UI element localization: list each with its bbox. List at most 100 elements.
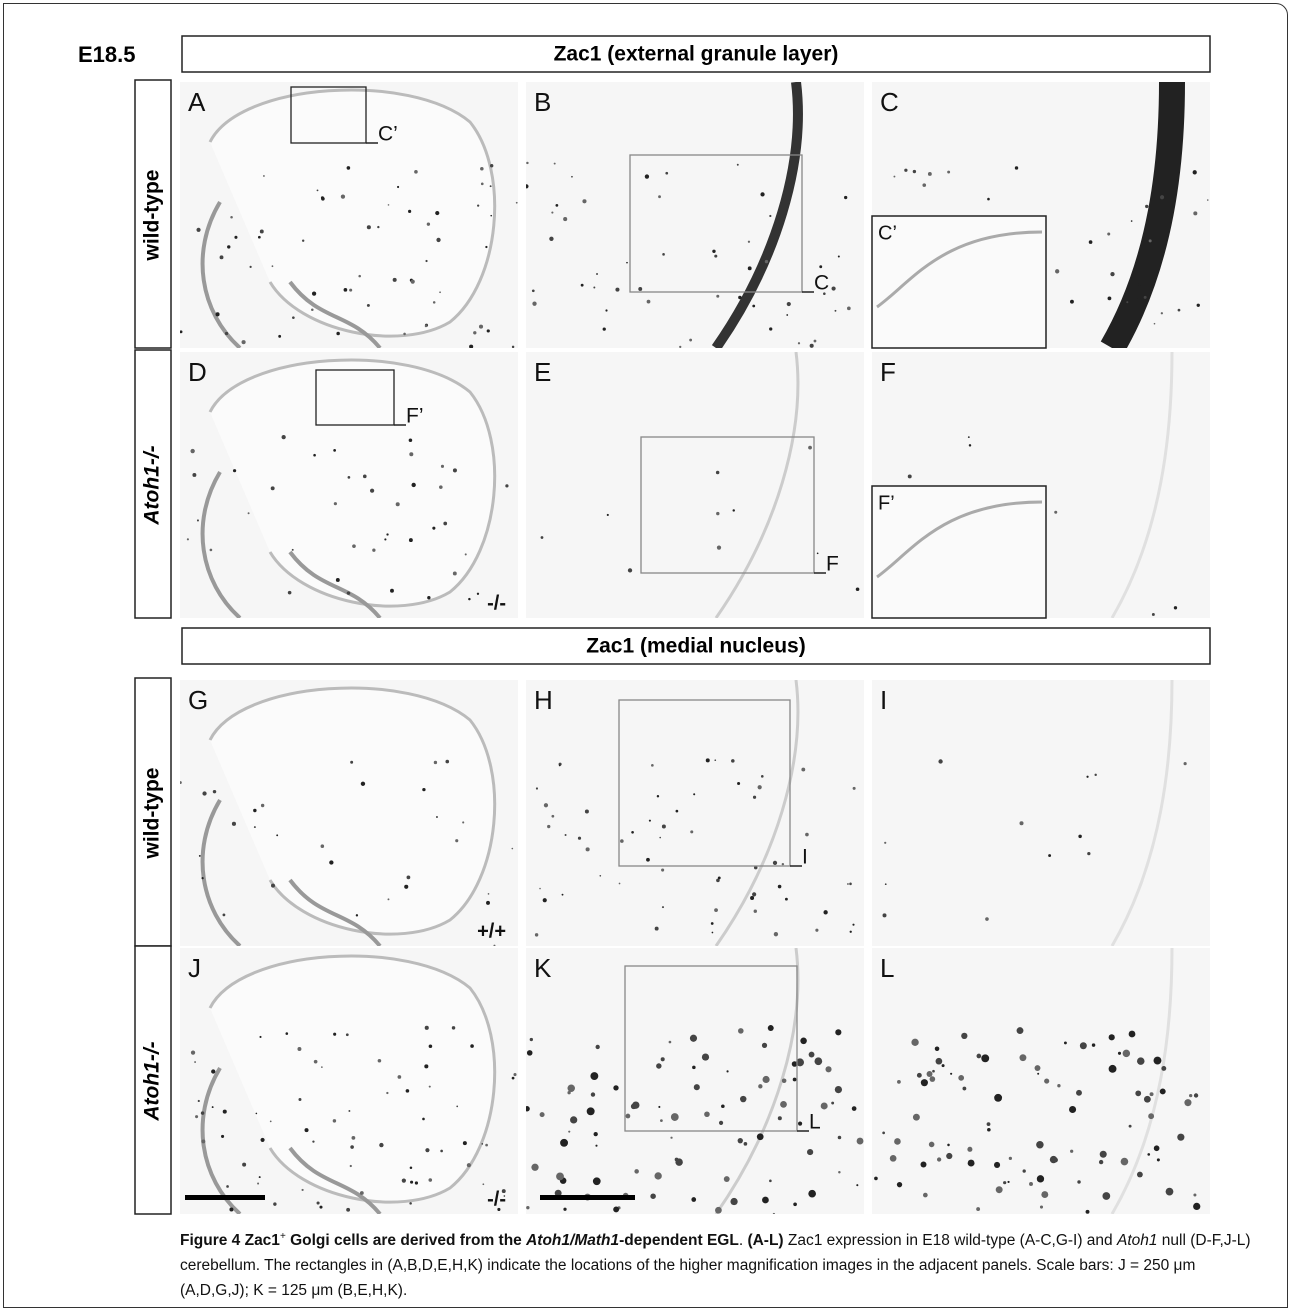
cell-dot <box>408 438 413 443</box>
cell-dot <box>462 1141 467 1146</box>
cell-dot <box>480 182 484 186</box>
cell-dot <box>1057 1084 1061 1088</box>
cell-dot <box>730 1197 738 1206</box>
panel-label: I <box>880 685 887 715</box>
cell-dot <box>593 286 596 289</box>
cell-dot <box>923 1192 928 1198</box>
cell-dot <box>501 1189 506 1194</box>
image-bg <box>872 948 1210 1214</box>
cell-dot <box>1153 322 1156 325</box>
cell-dot <box>968 444 972 447</box>
cell-dot <box>1099 1150 1107 1158</box>
cell-dot <box>934 1046 940 1052</box>
cell-dot <box>661 824 666 829</box>
cell-dot <box>285 1032 289 1035</box>
cell-dot <box>408 538 413 543</box>
cell-dot <box>814 1057 823 1066</box>
caption-run: . <box>738 1232 748 1249</box>
cell-dot <box>716 545 722 550</box>
cell-dot <box>586 1107 595 1116</box>
cell-dot <box>584 809 589 814</box>
cell-dot <box>215 312 220 317</box>
zoom-box <box>618 699 791 867</box>
cell-dot <box>526 161 529 165</box>
cell-dot <box>1036 1141 1044 1149</box>
cell-dot <box>409 452 414 457</box>
caption-run: + <box>279 1230 286 1242</box>
cell-dot <box>211 1106 214 1108</box>
cell-dot <box>387 898 390 901</box>
cell-dot <box>563 217 568 222</box>
cell-dot <box>605 309 608 312</box>
cell-dot <box>808 445 812 450</box>
cell-dot <box>932 1069 935 1073</box>
cell-dot <box>689 1034 698 1042</box>
cell-dot <box>1034 1065 1041 1072</box>
cell-dot <box>551 814 555 818</box>
cell-dot <box>196 519 199 522</box>
micrograph: EF <box>526 352 864 618</box>
cell-dot <box>1003 1181 1007 1185</box>
cell-dot <box>582 199 587 204</box>
cell-dot <box>856 1137 864 1145</box>
cell-dot <box>366 303 370 307</box>
caption: Figure 4 Zac1+ Golgi cells are derived f… <box>180 1228 1265 1303</box>
cell-dot <box>752 304 756 308</box>
cell-dot <box>468 597 471 601</box>
cell-dot <box>345 1033 349 1037</box>
stage-label: E18.5 <box>78 42 136 67</box>
cell-dot <box>590 1072 599 1080</box>
zoom-box <box>640 436 815 574</box>
cell-dot <box>469 344 474 348</box>
zoom-label: L <box>809 1111 821 1134</box>
cell-dot <box>539 887 541 890</box>
cell-dot <box>626 261 628 264</box>
zoom-box <box>629 154 803 293</box>
cell-dot <box>455 839 459 843</box>
cell-dot <box>650 1193 656 1199</box>
cell-dot <box>646 857 650 862</box>
cell-dot <box>716 511 720 516</box>
cell-dot <box>737 1138 743 1144</box>
cell-dot <box>360 781 366 786</box>
cell-dot <box>1085 1209 1090 1214</box>
cell-dot <box>981 1054 990 1063</box>
cell-dot <box>760 775 764 778</box>
cell-dot <box>1143 295 1147 299</box>
cell-dot <box>693 1084 700 1091</box>
cell-dot <box>670 1136 673 1139</box>
cell-dot <box>543 803 549 808</box>
cell-dot <box>1189 1093 1193 1098</box>
cell-dot <box>311 308 314 312</box>
cell-dot <box>316 1201 320 1205</box>
cell-dot <box>200 1111 205 1115</box>
cell-dot <box>994 1093 1003 1102</box>
cell-dot <box>656 1063 662 1069</box>
cell-dot <box>231 821 236 826</box>
image <box>180 680 518 946</box>
cell-dot <box>436 237 441 243</box>
cell-dot <box>762 1075 770 1084</box>
row-label: Atoh1-/- <box>141 1041 164 1121</box>
cell-dot <box>756 1133 764 1141</box>
cell-dot <box>1159 1088 1166 1095</box>
cell-dot <box>190 1050 196 1055</box>
cell-dot <box>390 588 394 593</box>
tissue-fold <box>200 470 382 618</box>
cell-dot <box>715 1206 722 1214</box>
cell-dot <box>658 1105 661 1108</box>
cell-dot <box>631 830 634 834</box>
panel-label: L <box>880 953 894 983</box>
cell-dot <box>852 923 855 926</box>
cell-dot <box>478 324 484 329</box>
cell-dot <box>938 759 943 764</box>
cell-dot <box>1108 1064 1117 1073</box>
cell-dot <box>255 1112 258 1115</box>
cell-dot <box>791 1061 798 1067</box>
cell-dot <box>654 926 659 931</box>
cell-dot <box>884 841 887 844</box>
cell-dot <box>662 253 665 256</box>
cell-dot <box>752 892 757 897</box>
tissue-outline <box>208 954 497 1204</box>
cell-dot <box>435 815 438 818</box>
